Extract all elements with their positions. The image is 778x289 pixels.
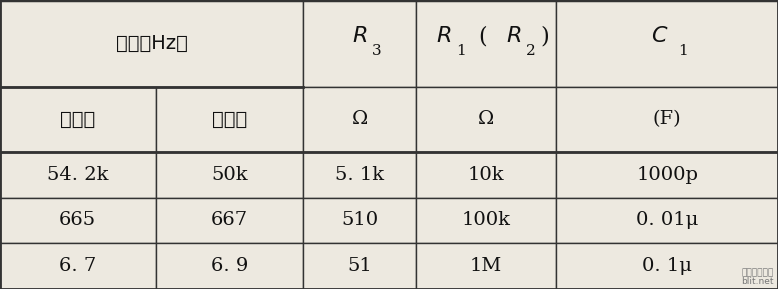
Bar [0, 243, 156, 289]
Bar [156, 87, 303, 152]
Text: $R$: $R$ [506, 25, 521, 47]
Bar [556, 152, 778, 198]
Text: 0. 1μ: 0. 1μ [642, 257, 692, 275]
Bar [0, 152, 156, 198]
Bar [303, 198, 416, 243]
Text: 0. 01μ: 0. 01μ [636, 211, 699, 229]
Text: $C$: $C$ [650, 25, 668, 47]
Bar [156, 198, 303, 243]
Bar [303, 0, 416, 87]
Text: $R$: $R$ [352, 25, 367, 47]
Text: ): ) [540, 25, 549, 47]
Bar [416, 198, 556, 243]
Bar [416, 243, 556, 289]
Bar [0, 87, 156, 152]
Text: (F): (F) [653, 110, 682, 128]
Text: (: ( [478, 25, 487, 47]
Text: 100k: 100k [462, 211, 510, 229]
Bar [556, 0, 778, 87]
Bar [303, 152, 416, 198]
Bar [416, 152, 556, 198]
Text: 54. 2k: 54. 2k [47, 166, 109, 184]
Text: 6. 9: 6. 9 [211, 257, 248, 275]
Text: 51: 51 [348, 257, 372, 275]
Text: 10k: 10k [468, 166, 505, 184]
Text: 665: 665 [59, 211, 96, 229]
Text: $R$: $R$ [436, 25, 451, 47]
Text: 667: 667 [211, 211, 248, 229]
Text: blit.net: blit.net [741, 277, 774, 286]
Text: 1000p: 1000p [636, 166, 698, 184]
Bar [156, 243, 303, 289]
Text: 频率（Hz）: 频率（Hz） [116, 34, 187, 53]
Bar [556, 87, 778, 152]
Text: Ω: Ω [352, 110, 368, 128]
Text: 电子开发社区: 电子开发社区 [742, 268, 774, 277]
Bar [0, 198, 156, 243]
Text: 3: 3 [372, 44, 382, 58]
Bar [303, 87, 416, 152]
Text: Ω: Ω [478, 110, 494, 128]
Text: 510: 510 [342, 211, 378, 229]
Bar [156, 152, 303, 198]
Text: 5. 1k: 5. 1k [335, 166, 384, 184]
Bar [303, 243, 416, 289]
Text: 1M: 1M [470, 257, 503, 275]
Text: 1: 1 [456, 44, 465, 58]
Bar [556, 198, 778, 243]
Text: 测量値: 测量値 [212, 110, 247, 129]
Bar [416, 87, 556, 152]
Bar [0, 0, 303, 87]
Text: 50k: 50k [211, 166, 248, 184]
Text: 6. 7: 6. 7 [59, 257, 96, 275]
Bar [556, 243, 778, 289]
Text: 2: 2 [526, 44, 535, 58]
Text: 1: 1 [678, 44, 688, 58]
Text: 计算値: 计算値 [60, 110, 96, 129]
Bar [416, 0, 556, 87]
